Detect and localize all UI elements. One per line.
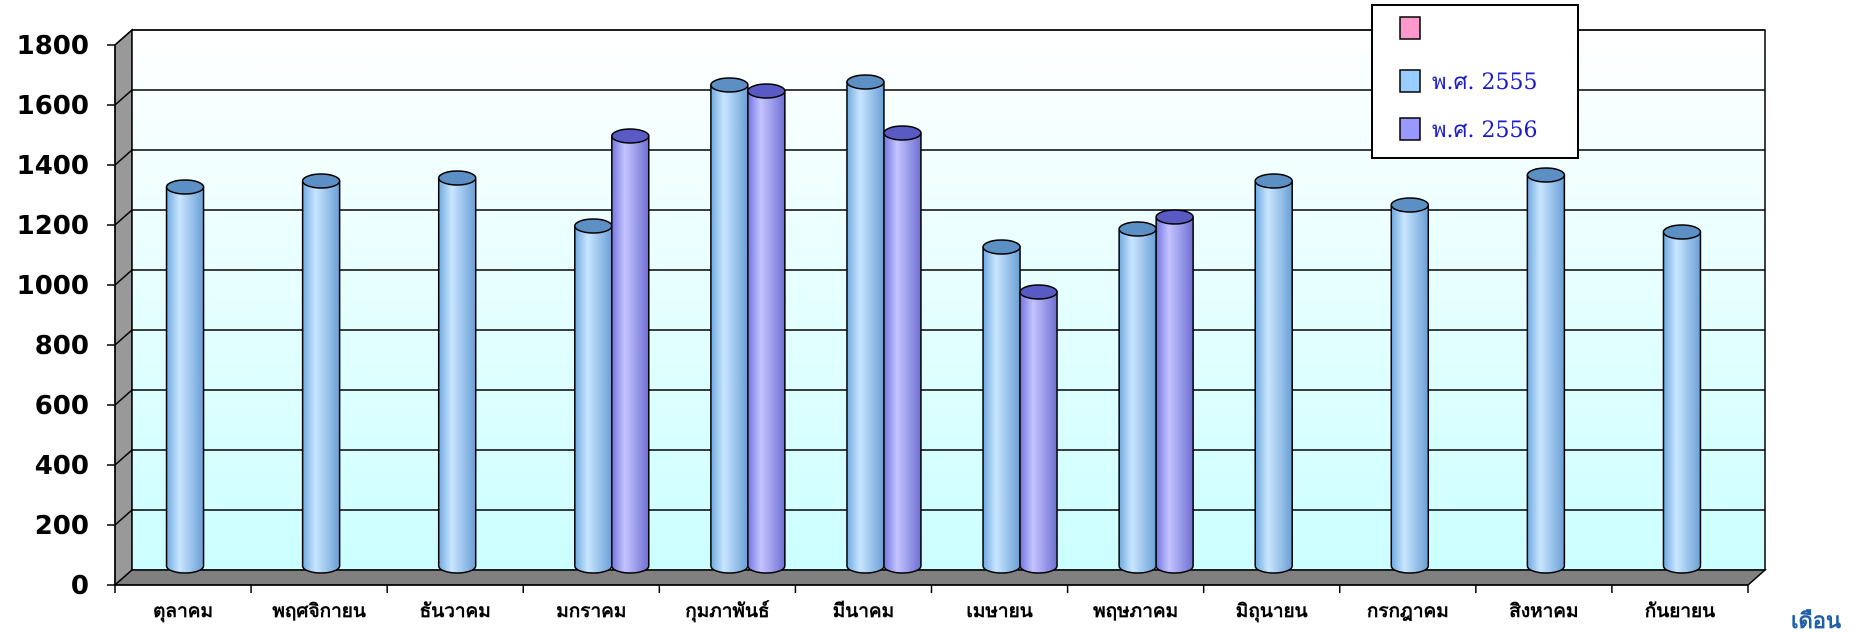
bar-body bbox=[1155, 216, 1194, 574]
x-tick-label: กันยายน bbox=[1645, 600, 1715, 622]
gridline-side bbox=[114, 149, 133, 166]
x-tick-label: สิงหาคม bbox=[1509, 600, 1578, 622]
bar-top bbox=[1526, 167, 1566, 183]
bar-top bbox=[1390, 197, 1430, 213]
bar-body bbox=[437, 177, 477, 574]
bar-series-2555 bbox=[301, 173, 341, 574]
bar-top bbox=[574, 218, 613, 234]
gridline-side bbox=[114, 329, 133, 346]
bar-top bbox=[301, 173, 341, 189]
gridline-side bbox=[114, 509, 133, 526]
bar-top bbox=[611, 128, 650, 144]
bar-body bbox=[1390, 204, 1430, 574]
bar-top bbox=[982, 239, 1021, 255]
x-axis-label: เดือน bbox=[1791, 609, 1841, 632]
bar-series-2555 bbox=[1390, 197, 1430, 574]
bar-series-2556 bbox=[1155, 209, 1194, 574]
gridline-side bbox=[114, 449, 133, 466]
bar-series-2555 bbox=[1254, 173, 1293, 574]
chart-side-wall bbox=[114, 28, 133, 587]
gridlines bbox=[114, 29, 1765, 526]
y-tick-label: 800 bbox=[35, 331, 89, 361]
x-tick-label: พฤศจิกายน bbox=[272, 600, 366, 622]
bar-top bbox=[1254, 173, 1293, 189]
bar-series-2556 bbox=[611, 128, 650, 574]
bar-body bbox=[846, 81, 885, 574]
chart-floor bbox=[113, 569, 1767, 586]
x-tick-label: มีนาคม bbox=[833, 600, 894, 622]
y-tick-label: 1200 bbox=[17, 211, 89, 241]
legend: พ.ศ. 2555 พ.ศ. 2556 bbox=[1371, 4, 1579, 159]
gridline-side bbox=[114, 389, 133, 406]
bar-series-2555 bbox=[846, 74, 885, 574]
x-tick-label: พฤษภาคม bbox=[1093, 600, 1178, 622]
bar-body bbox=[747, 90, 786, 574]
x-tick-label: ธันวาคม bbox=[420, 600, 491, 622]
x-tick-label: กุมภาพันธ์ bbox=[685, 600, 769, 623]
y-tick-label: 1000 bbox=[17, 271, 89, 301]
y-tick-label: 1600 bbox=[17, 91, 89, 121]
bar-series-2555 bbox=[165, 179, 205, 574]
x-tick-label: มกราคม bbox=[556, 600, 626, 622]
bar-top bbox=[1118, 221, 1157, 237]
bar-body bbox=[574, 225, 613, 574]
bar-body bbox=[710, 84, 749, 574]
gridline-side bbox=[114, 209, 133, 226]
y-tick-label: 400 bbox=[35, 451, 89, 481]
bar-body bbox=[1526, 174, 1566, 574]
bar-top bbox=[165, 179, 205, 195]
y-axis: 0 200 400 600 800 1000 1200 1400 1600 1800 bbox=[17, 31, 116, 601]
x-tick-label: เมษายน bbox=[966, 600, 1032, 622]
x-tick-label: กรกฎาคม bbox=[1367, 600, 1449, 622]
bar-series-2556 bbox=[883, 125, 922, 574]
gridline-side bbox=[114, 29, 133, 46]
bar-body bbox=[982, 246, 1021, 574]
y-tick-label: 1800 bbox=[17, 31, 89, 61]
bars bbox=[165, 74, 1702, 574]
bar-top bbox=[846, 74, 885, 90]
bar-body bbox=[1254, 180, 1293, 574]
bar-series-2555 bbox=[1118, 221, 1157, 574]
bar-body bbox=[611, 135, 650, 574]
y-tick-label: 1400 bbox=[17, 151, 89, 181]
bar-body bbox=[165, 186, 205, 574]
bar-body bbox=[883, 132, 922, 574]
y-tick-label: 0 bbox=[71, 571, 89, 601]
bar-top bbox=[883, 125, 922, 141]
bar-body bbox=[301, 180, 341, 574]
bar-body bbox=[1019, 291, 1058, 574]
y-tick-label: 600 bbox=[35, 391, 89, 421]
x-tick-label: มิถุนายน bbox=[1236, 600, 1308, 623]
x-axis: ตุลาคม พฤศจิกายน ธันวาคม มกราคม กุมภาพันธ์ มี… bbox=[114, 584, 1749, 623]
bar-series-2555 bbox=[982, 239, 1021, 574]
bar-top bbox=[710, 77, 749, 93]
bar-series-2555 bbox=[574, 218, 613, 574]
bar-series-2556 bbox=[1019, 284, 1058, 574]
bar-series-2555 bbox=[710, 77, 749, 574]
bar-top bbox=[1155, 209, 1194, 225]
bar-top bbox=[437, 170, 477, 186]
bar-series-2556 bbox=[747, 83, 786, 574]
x-tick-label: ตุลาคม bbox=[153, 600, 213, 623]
bar-top bbox=[1019, 284, 1058, 300]
bar-body bbox=[1118, 228, 1157, 574]
gridline-side bbox=[114, 269, 133, 286]
legend-label-series-2: พ.ศ. 2555 bbox=[1432, 70, 1537, 95]
y-tick-label: 200 bbox=[35, 511, 89, 541]
legend-swatch-series-1 bbox=[1399, 16, 1421, 40]
bar-body bbox=[1662, 231, 1702, 574]
bar-series-2555 bbox=[437, 170, 477, 574]
bar-top bbox=[1662, 224, 1702, 240]
legend-swatch-series-2 bbox=[1399, 69, 1421, 93]
bar-top bbox=[747, 83, 786, 99]
legend-label-series-3: พ.ศ. 2556 bbox=[1432, 118, 1537, 143]
legend-swatch-series-3 bbox=[1399, 117, 1421, 141]
bar-series-2555 bbox=[1662, 224, 1702, 574]
gridline-side bbox=[114, 89, 133, 106]
bar-series-2555 bbox=[1526, 167, 1566, 574]
